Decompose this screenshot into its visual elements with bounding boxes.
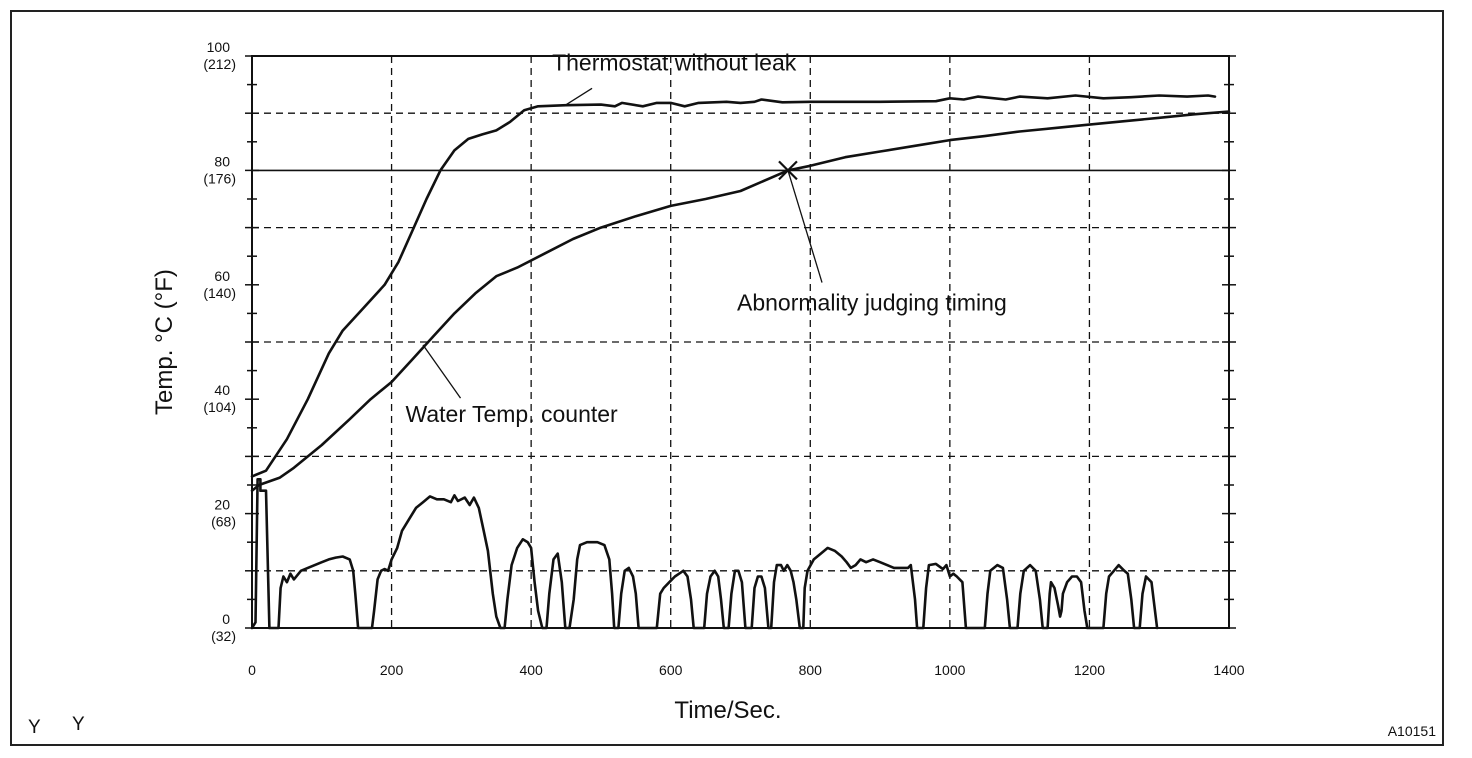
x-tick-label: 400: [519, 662, 543, 678]
y-tick-label: 80: [214, 153, 230, 169]
x-tick-label: 200: [380, 662, 404, 678]
series-line-1: [250, 110, 1231, 492]
corner-mark-2: Y: [72, 714, 85, 735]
figure-id: A10151: [1387, 723, 1436, 739]
annotation-leader: [422, 344, 462, 399]
annotation-leader: [564, 87, 593, 106]
x-tick-label: 600: [659, 662, 683, 678]
annotation-label: Thermostat without leak: [552, 49, 797, 75]
x-axis-title: Time/Sec.: [674, 697, 781, 724]
x-tick-label: 1200: [1074, 662, 1105, 678]
y-tick-label-fahrenheit: (140): [203, 285, 236, 301]
y-tick-label-fahrenheit: (212): [203, 56, 236, 72]
y-tick-label: 0: [222, 611, 230, 627]
y-tick-label: 60: [214, 268, 230, 284]
x-tick-label: 0: [248, 662, 256, 678]
y-tick-label: 40: [214, 382, 230, 398]
series-line-0: [250, 94, 1217, 478]
y-tick-label-fahrenheit: (32): [211, 628, 236, 644]
figure-frame: [10, 10, 1444, 746]
y-tick-label-fahrenheit: (68): [211, 514, 236, 530]
y-tick-label: 20: [214, 497, 230, 513]
series-line-2: [250, 478, 1159, 630]
y-tick-label: 100: [207, 39, 231, 55]
x-tick-label: 1400: [1213, 662, 1244, 678]
series-lines: [250, 94, 1231, 630]
axis-ticks: 0(32)20(68)40(104)60(140)80(176)100(212)…: [203, 39, 1244, 678]
x-tick-label: 800: [799, 662, 823, 678]
judging-point-marker: [778, 160, 798, 181]
y-tick-label-fahrenheit: (176): [203, 170, 236, 186]
x-tick-label: 1000: [934, 662, 965, 678]
y-tick-label-fahrenheit: (104): [203, 399, 236, 415]
annotation-label: Water Temp. counter: [406, 401, 619, 427]
annotation-label: Abnormality judging timing: [737, 290, 1007, 316]
y-axis-title: Temp. °C (°F): [151, 269, 178, 415]
annotation-leader: [787, 170, 823, 283]
annotations: Thermostat without leak Abnormality judgi…: [406, 49, 1007, 427]
corner-mark-1: Y: [28, 717, 41, 738]
